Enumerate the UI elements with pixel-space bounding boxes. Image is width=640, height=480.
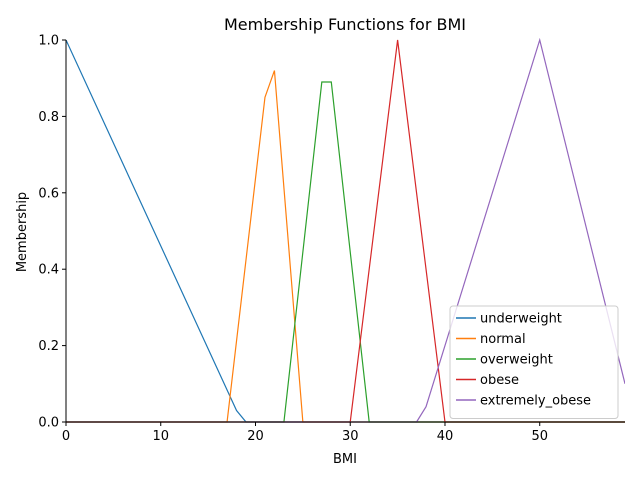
legend-box [449,305,619,419]
x-tick-label: 40 [437,429,454,444]
x-tick-label: 0 [62,429,70,444]
y-tick-label: 0.0 [38,416,59,431]
y-tick-label: 0.2 [38,339,59,354]
legend-label-extremely-obese: extremely_obese [480,394,591,409]
legend-label-normal: normal [480,332,526,347]
chart-title: Membership Functions for BMI [224,15,466,34]
y-tick-label: 0.8 [38,110,59,125]
y-axis-label: Membership [15,192,30,272]
x-axis-label: BMI [333,452,357,467]
legend-label-overweight: overweight [480,353,553,368]
x-tick-label: 10 [152,429,169,444]
y-tick-label: 0.6 [38,186,59,201]
y-tick-label: 1.0 [38,34,59,49]
legend-label-underweight: underweight [480,312,562,327]
axes-layer: 0 10 20 30 40 50 0.0 0.2 0.4 0.6 0.8 1.0 [38,34,625,444]
x-tick-label: 50 [531,429,548,444]
x-tick-label: 30 [342,429,359,444]
y-tick-label: 0.4 [38,263,59,278]
legend-label-obese: obese [480,373,519,388]
x-tick-label: 20 [247,429,264,444]
legend: underweight normal overweight obese extremel… [449,305,619,419]
